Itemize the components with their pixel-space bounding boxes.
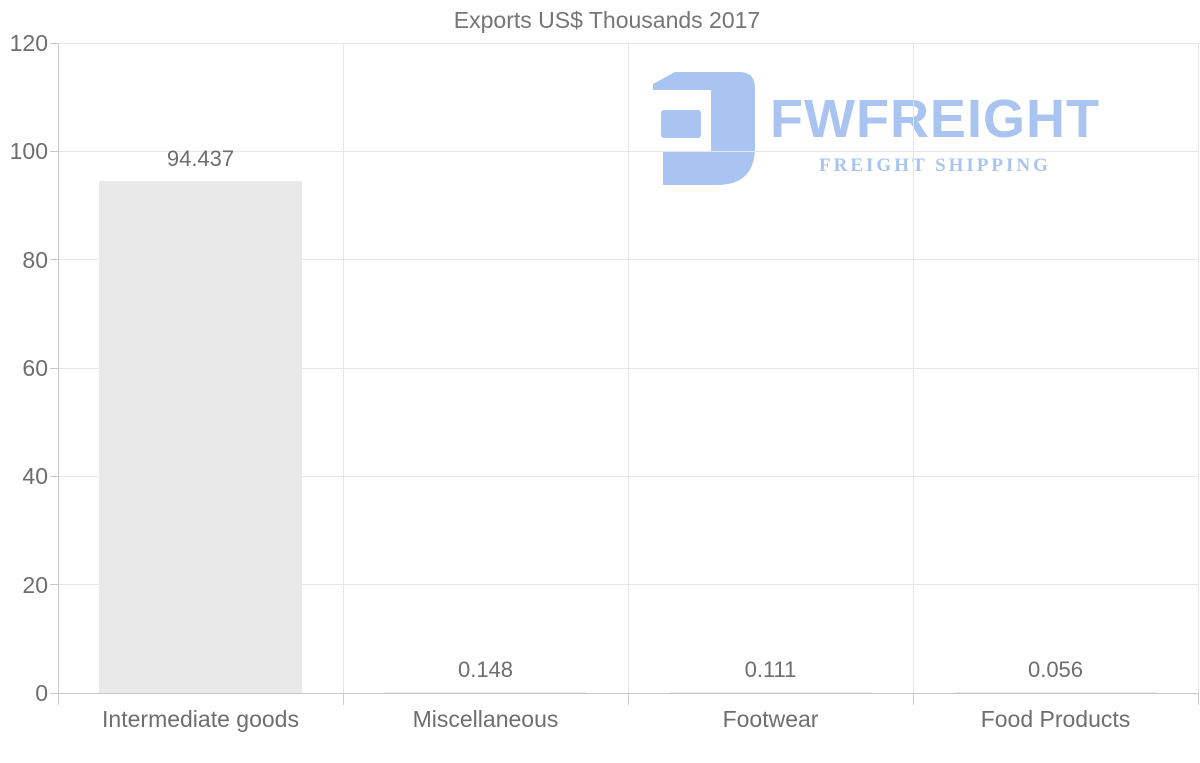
- bar-value-label: 0.148: [457, 657, 514, 682]
- y-tick: [50, 367, 58, 369]
- watermark-brand-text: FWFREIGHT: [770, 89, 1100, 149]
- x-gridline: [627, 43, 629, 693]
- y-tick-label: 40: [22, 463, 48, 490]
- x-category-label: Miscellaneous: [412, 706, 559, 732]
- x-tick: [627, 693, 629, 705]
- x-category-label: Footwear: [722, 706, 819, 732]
- x-axis-labels: Intermediate goods Miscellaneous Footwear F…: [0, 705, 1200, 745]
- y-tick: [50, 259, 58, 261]
- y-tick: [50, 584, 58, 586]
- y-tick: [50, 692, 58, 694]
- y-axis-labels: 0 20 40 60 80 100 120: [0, 0, 48, 763]
- y-tick: [50, 42, 58, 44]
- bar-value-label: 0.111: [744, 657, 797, 682]
- x-gridline: [912, 43, 914, 693]
- y-tick-label: 120: [9, 30, 48, 56]
- x-tick: [342, 693, 344, 705]
- y-tick: [50, 150, 58, 152]
- x-gridline: [1197, 43, 1199, 693]
- y-axis-line: [57, 43, 59, 693]
- x-tick: [57, 693, 59, 705]
- watermark-logo: FWFREIGHT FREIGHT SHIPPING: [645, 72, 1100, 185]
- x-gridline: [342, 43, 344, 693]
- x-tick: [912, 693, 914, 705]
- y-tick-label: 100: [9, 138, 48, 165]
- y-tick-label: 60: [22, 355, 48, 381]
- x-axis-line: [58, 692, 1198, 694]
- y-tick-label: 80: [22, 246, 48, 273]
- y-tick: [50, 475, 58, 477]
- x-category-label: Intermediate goods: [102, 706, 299, 732]
- x-tick: [1197, 693, 1199, 705]
- y-tick-label: 0: [35, 680, 48, 706]
- bar-value-label: 94.437: [166, 146, 235, 171]
- chart-title: Exports US$ Thousands 2017: [453, 7, 761, 33]
- watermark-tagline-text: FREIGHT SHIPPING: [819, 155, 1051, 176]
- y-tick-label: 20: [22, 571, 48, 598]
- watermark-text-block: FWFREIGHT FREIGHT SHIPPING: [770, 92, 1100, 177]
- fwfreight-logo-icon: [653, 72, 755, 185]
- x-category-label: Food Products: [980, 706, 1131, 732]
- bar-value-label: 0.056: [1027, 657, 1084, 682]
- plot-area: 94.437 0.148 0.111 0.056: [50, 42, 1199, 705]
- bar: [99, 181, 302, 693]
